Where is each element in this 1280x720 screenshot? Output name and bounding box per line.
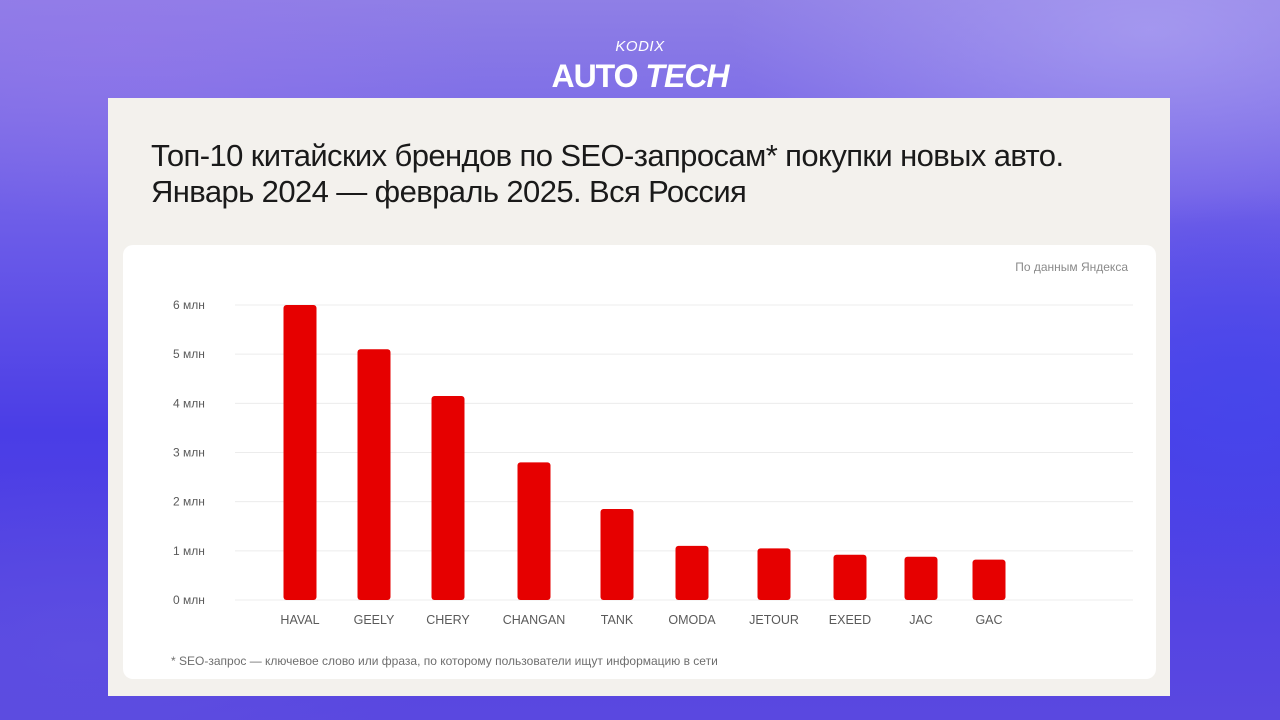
x-tick-label: GAC <box>975 613 1002 627</box>
y-tick-label: 5 млн <box>173 347 205 361</box>
content-card: Топ-10 китайских брендов по SEO-запросам… <box>108 98 1170 696</box>
y-tick-label: 1 млн <box>173 544 205 558</box>
bar-exeed <box>833 554 867 600</box>
x-tick-label: CHERY <box>426 613 470 627</box>
x-tick-label: JETOUR <box>749 613 799 627</box>
bar-jetour <box>757 548 791 600</box>
x-tick-label: GEELY <box>354 613 395 627</box>
bar-gac <box>972 559 1006 600</box>
source-note: По данным Яндекса <box>1015 260 1128 274</box>
bar-haval <box>283 305 317 600</box>
y-tick-label: 0 млн <box>173 593 205 607</box>
chart-panel: По данным Яндекса 0 млн 1 млн 2 млн 3 млн 4 … <box>123 245 1156 679</box>
x-tick-label: EXEED <box>829 613 871 627</box>
chart-title: Топ-10 китайских брендов по SEO-запросам… <box>151 138 1064 209</box>
x-tick-label: HAVAL <box>280 613 319 627</box>
x-tick-label: OMODA <box>668 613 716 627</box>
bar-tank <box>600 509 634 600</box>
y-tick-label: 3 млн <box>173 446 205 460</box>
y-tick-label: 6 млн <box>173 298 205 312</box>
x-tick-label: JAC <box>909 613 933 627</box>
brand-auto-tech: AUTO TECH <box>0 58 1280 95</box>
footnote: * SEO-запрос — ключевое слово или фраза,… <box>171 654 718 668</box>
x-tick-label: TANK <box>601 613 634 627</box>
x-tick-label: CHANGAN <box>503 613 566 627</box>
brand-auto: AUTO <box>551 58 638 94</box>
bar-geely <box>357 349 391 600</box>
y-tick-label: 2 млн <box>173 495 205 509</box>
y-tick-label: 4 млн <box>173 396 205 410</box>
brand-kodix: KODIX <box>615 38 665 55</box>
bar-jac <box>904 556 938 600</box>
bar-changan <box>517 462 551 600</box>
bar-omoda <box>675 545 709 600</box>
brand-tech: TECH <box>645 58 729 94</box>
bar-chery <box>431 395 465 600</box>
bar-chart: 0 млн 1 млн 2 млн 3 млн 4 млн 5 млн 6 млн HAVAL… <box>173 298 1133 627</box>
